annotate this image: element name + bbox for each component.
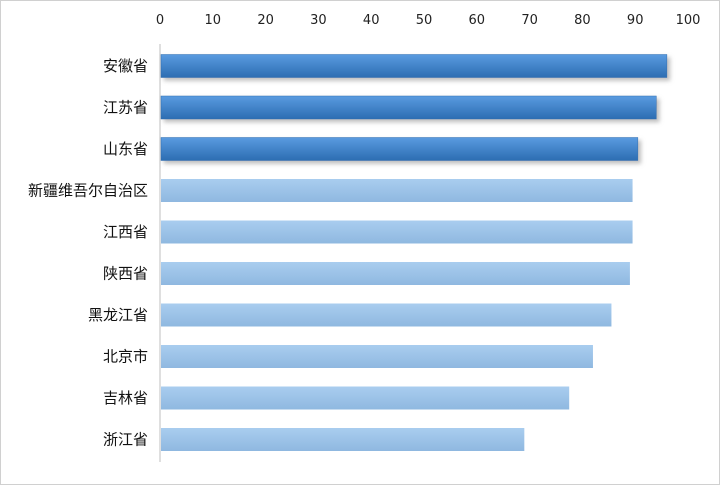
category-label: 浙江省 <box>103 431 148 449</box>
bar-4 <box>161 220 633 244</box>
x-tick-label: 40 <box>363 13 380 28</box>
bar-1 <box>160 95 657 120</box>
category-label: 新疆维吾尔自治区 <box>28 182 148 200</box>
x-tick-label: 60 <box>469 13 486 28</box>
x-tick-label: 70 <box>521 13 538 28</box>
category-label: 江苏省 <box>103 99 148 117</box>
bar-0 <box>160 54 668 78</box>
category-label: 陕西省 <box>103 265 148 283</box>
bar-6 <box>161 303 612 327</box>
x-tick-label: 90 <box>627 13 644 28</box>
bar-3 <box>161 179 633 202</box>
bar-9 <box>161 428 525 451</box>
category-label: 北京市 <box>103 348 148 366</box>
category-label: 山东省 <box>103 140 148 158</box>
bar-8 <box>161 386 570 410</box>
bar-7 <box>161 345 593 368</box>
x-tick-label: 50 <box>416 13 433 28</box>
bar-2 <box>160 137 639 161</box>
x-tick-label: 20 <box>257 13 274 28</box>
category-label: 安徽省 <box>103 57 148 75</box>
category-label: 黑龙江省 <box>88 306 148 324</box>
x-tick-label: 30 <box>310 13 327 28</box>
x-tick-label: 100 <box>676 13 701 28</box>
x-tick-label: 0 <box>156 13 164 28</box>
bar-5 <box>161 262 630 285</box>
x-tick-labels: 0 10 20 30 40 50 60 70 80 90 100 <box>156 13 701 28</box>
bars <box>160 54 668 451</box>
category-label: 江西省 <box>103 223 148 241</box>
x-tick-label: 80 <box>574 13 591 28</box>
x-tick-label: 10 <box>205 13 222 28</box>
category-label: 吉林省 <box>103 389 148 407</box>
